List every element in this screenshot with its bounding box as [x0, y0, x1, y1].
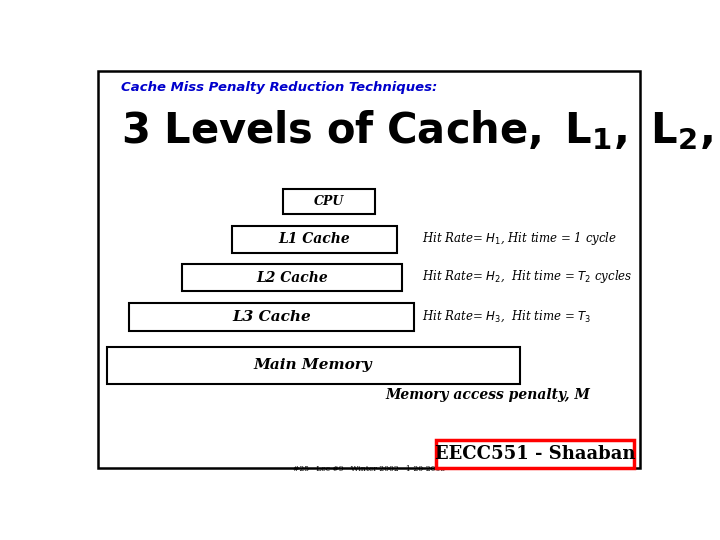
FancyBboxPatch shape — [233, 226, 397, 253]
Text: Hit Rate= $H_1$, Hit time = 1 cycle: Hit Rate= $H_1$, Hit time = 1 cycle — [422, 230, 617, 247]
Text: L3 Cache: L3 Cache — [232, 310, 311, 324]
FancyBboxPatch shape — [99, 71, 639, 468]
Text: L1 Cache: L1 Cache — [279, 232, 351, 246]
FancyBboxPatch shape — [436, 440, 634, 468]
Text: Cache Miss Penalty Reduction Techniques:: Cache Miss Penalty Reduction Techniques: — [121, 82, 437, 94]
Text: CPU: CPU — [313, 195, 343, 208]
Text: Hit Rate= $H_3$,  Hit time = $T_3$: Hit Rate= $H_3$, Hit time = $T_3$ — [422, 309, 591, 324]
FancyBboxPatch shape — [129, 302, 414, 331]
Text: $\mathbf{3\ Levels\ of\ Cache,\ L_1,\ L_2,\ L_3}$: $\mathbf{3\ Levels\ of\ Cache,\ L_1,\ L_… — [121, 109, 720, 152]
Text: Main Memory: Main Memory — [254, 359, 372, 373]
Text: Hit Rate= $H_2$,  Hit time = $T_2$ cycles: Hit Rate= $H_2$, Hit time = $T_2$ cycles — [422, 268, 632, 285]
Text: #25   Lec #9   Winter 2002   1-20-2003: #25 Lec #9 Winter 2002 1-20-2003 — [293, 465, 445, 473]
FancyBboxPatch shape — [282, 188, 374, 214]
Text: EECC551 - Shaaban: EECC551 - Shaaban — [435, 445, 635, 463]
Text: Memory access penalty, M: Memory access penalty, M — [386, 388, 590, 402]
FancyBboxPatch shape — [107, 347, 520, 384]
FancyBboxPatch shape — [182, 265, 402, 292]
Text: L2 Cache: L2 Cache — [256, 271, 328, 285]
